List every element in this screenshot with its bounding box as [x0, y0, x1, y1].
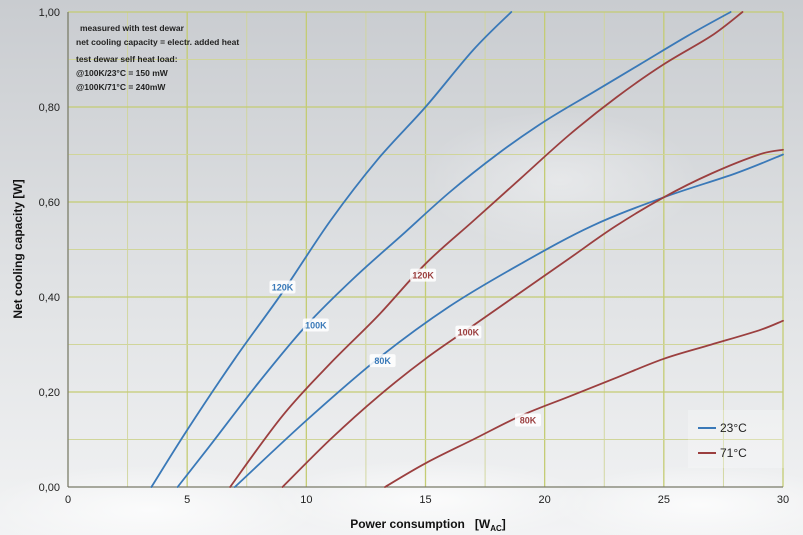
- x-tick-label: 20: [539, 494, 551, 506]
- curve-label-bg: [269, 280, 296, 294]
- y-tick-label: 0,40: [39, 292, 60, 304]
- legend-label-71c: 71°C: [720, 446, 747, 460]
- curve-label-23c-100k: 100K: [305, 321, 327, 331]
- note-line: @100K/23°C = 150 mW: [76, 68, 169, 78]
- curve-label-bg: [369, 354, 396, 368]
- y-axis-title: Net cooling capacity [W]: [11, 179, 25, 318]
- y-tick-label: 0,00: [39, 482, 60, 494]
- curve-label-bg: [514, 413, 541, 427]
- curve-label-71c-100k: 100K: [458, 328, 480, 338]
- x-tick-label: 25: [658, 494, 670, 506]
- x-tick-label: 0: [65, 494, 71, 506]
- curve-labels: 120K 100K 80K 120K 100K 80K: [269, 268, 541, 427]
- note-line: net cooling capacity = electr. added hea…: [76, 37, 239, 47]
- x-tick-label: 10: [300, 494, 312, 506]
- series-line-23c-100k: [176, 11, 732, 488]
- curve-label-bg: [302, 318, 329, 332]
- y-tick-label: 0,20: [39, 387, 60, 399]
- svg-text:Net cooling capacity [W]: Net cooling capacity [W]: [11, 179, 25, 318]
- curve-label-23c-120k: 120K: [272, 283, 294, 293]
- series-line-71c-80k: [384, 319, 784, 488]
- svg-text:Power consumption[WAC]: Power consumption [WAC]: [350, 517, 506, 533]
- series-line-71c-120k: [229, 11, 744, 488]
- curve-label-bg: [455, 325, 482, 339]
- x-axis-title: Power consumption [WAC]: [350, 517, 506, 533]
- curve-label-23c-80k: 80K: [374, 356, 391, 366]
- axes: 0 5 10 15 20 25 30 0,00 0,20 0,40 0,60 0,80 1,00: [39, 7, 790, 506]
- series-line-23c-80k: [233, 153, 784, 488]
- notes: measured with test dewar net cooling cap…: [76, 23, 239, 92]
- y-tick-label: 0,60: [39, 197, 60, 209]
- series-layer: [150, 11, 784, 488]
- note-line: test dewar self heat load:: [76, 54, 178, 64]
- curve-label-71c-120k: 120K: [412, 271, 434, 281]
- y-tick-label: 1,00: [39, 7, 60, 19]
- y-tick-label: 0,80: [39, 102, 60, 114]
- curve-label-bg: [410, 268, 437, 282]
- curve-label-71c-80k: 80K: [520, 416, 537, 426]
- x-tick-label: 30: [777, 494, 789, 506]
- note-line: measured with test dewar: [80, 23, 185, 33]
- series-line-71c-100k: [281, 148, 784, 488]
- legend: 23°C 71°C: [688, 410, 784, 468]
- legend-label-23c: 23°C: [720, 421, 747, 435]
- x-tick-label: 15: [419, 494, 431, 506]
- x-tick-label: 5: [184, 494, 190, 506]
- note-line: @100K/71°C = 240mW: [76, 82, 166, 92]
- series-line-23c-120k: [150, 11, 513, 488]
